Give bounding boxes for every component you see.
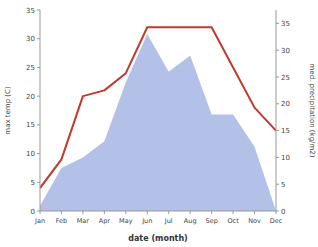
y2-tick-label: 25 [281, 74, 290, 82]
x-tick-label: Feb [56, 217, 68, 225]
x-tick-label: Aug [184, 217, 197, 225]
y2-tick [276, 50, 279, 51]
x-tick-label: May [119, 217, 133, 225]
y-tick [37, 153, 40, 154]
x-tick [211, 211, 212, 214]
x-tick-label: Mar [77, 217, 90, 225]
temperature-line [40, 27, 276, 188]
y-tick [37, 124, 40, 125]
y-tick-label: 20 [26, 93, 35, 101]
y2-tick [276, 130, 279, 131]
y2-axis-label: med. precipitation (kg/m2) [308, 64, 316, 158]
y2-tick-label: 10 [281, 154, 290, 162]
y-tick-label: 15 [26, 121, 35, 129]
y-tick [37, 96, 40, 97]
x-tick [254, 211, 255, 214]
y2-axis-line [276, 10, 277, 211]
x-tick [276, 211, 277, 214]
y-tick-label: 0 [31, 208, 35, 216]
x-tick [190, 211, 191, 214]
y-tick-label: 35 [26, 7, 35, 15]
y-tick [37, 182, 40, 183]
x-tick-label: Jan [34, 217, 45, 225]
y-tick [37, 38, 40, 39]
x-tick-label: Sep [206, 217, 218, 225]
y-tick-label: 25 [26, 64, 35, 72]
y-tick-label: 5 [31, 179, 35, 187]
x-tick-label: Jul [164, 217, 173, 225]
y2-tick-label: 5 [281, 181, 285, 189]
x-tick-label: Nov [248, 217, 261, 225]
y2-tick-label: 20 [281, 100, 290, 108]
x-tick-label: Dec [270, 217, 283, 225]
x-tick [233, 211, 234, 214]
y2-tick [276, 184, 279, 185]
x-tick [82, 211, 83, 214]
plot-area [40, 27, 276, 211]
x-tick-label: Apr [99, 217, 111, 225]
x-tick [61, 211, 62, 214]
y2-tick [276, 77, 279, 78]
y2-tick [276, 23, 279, 24]
y2-tick-label: 0 [281, 208, 285, 216]
chart: 0 5 10 15 20 25 30 35 0 5 10 15 20 25 30 35 Jan Feb Mar Apr… [0, 0, 318, 247]
y-axis-line [40, 10, 41, 211]
x-tick [168, 211, 169, 214]
x-tick [104, 211, 105, 214]
y-tick-label: 30 [26, 35, 35, 43]
y-tick [37, 10, 40, 11]
x-axis-line [40, 211, 276, 212]
x-tick [147, 211, 148, 214]
y-tick-label: 10 [26, 150, 35, 158]
x-tick-label: Oct [227, 217, 239, 225]
y2-tick [276, 157, 279, 158]
y2-tick-label: 30 [281, 47, 290, 55]
x-axis-label: date (month) [128, 234, 188, 243]
y2-tick-label: 35 [281, 20, 290, 28]
y2-tick [276, 103, 279, 104]
x-tick [125, 211, 126, 214]
x-tick-label: Jun [141, 217, 152, 225]
y-axis-label: max temp (C) [4, 86, 12, 135]
y-tick [37, 67, 40, 68]
x-tick [40, 211, 41, 214]
y2-tick-label: 15 [281, 127, 290, 135]
precipitation-area [40, 34, 276, 211]
